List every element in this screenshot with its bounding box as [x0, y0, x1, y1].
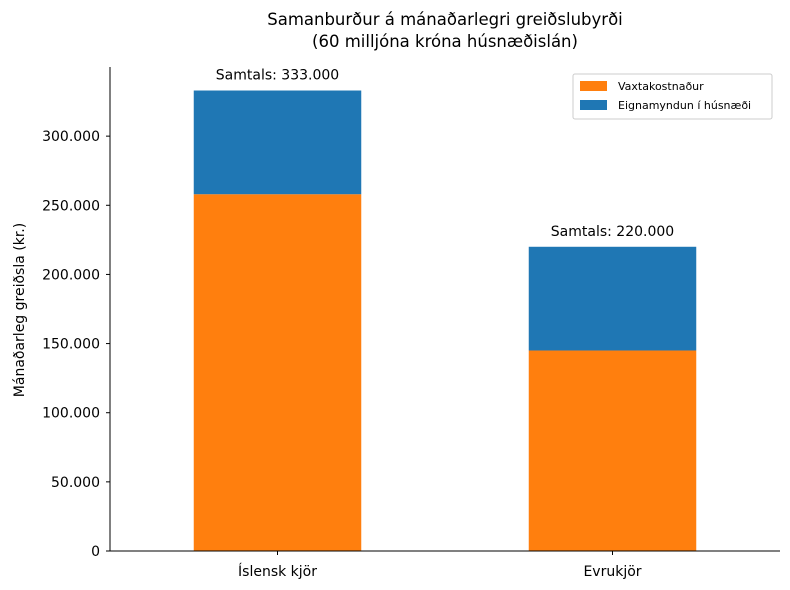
chart-title-line-2: (60 milljóna króna húsnæðislán)	[312, 32, 578, 51]
x-axis: Íslensk kjör Evrukjör	[110, 550, 780, 580]
x-tick-label: Íslensk kjör	[238, 563, 317, 580]
legend: Vaxtakostnaður Eignamyndun í húsnæði	[572, 73, 773, 120]
total-label-0: Samtals: 333.000	[216, 68, 339, 84]
legend-swatch-1	[580, 100, 607, 110]
y-tick-label: 200.000	[42, 267, 100, 283]
bar-segment-vaxtakostnadur-1	[528, 350, 697, 551]
y-tick-label: 150.000	[42, 337, 100, 353]
x-tick-label: Evrukjör	[583, 564, 641, 580]
legend-label-1: Eignamyndun í húsnæði	[618, 99, 751, 112]
legend-label-0: Vaxtakostnaður	[618, 80, 704, 93]
y-tick-label: 250.000	[42, 198, 100, 214]
total-label-1: Samtals: 220.000	[551, 224, 674, 240]
bar-segment-eignamyndun-0	[193, 90, 362, 195]
total-labels-group: Samtals: 333.000 Samtals: 220.000	[216, 68, 674, 240]
y-axis: 0 50.000 100.000 150.000 200.000 250.000 300.0…	[42, 67, 111, 560]
y-tick-label: 300.000	[42, 129, 100, 145]
bars-group	[193, 90, 697, 552]
bar-segment-vaxtakostnadur-0	[193, 194, 362, 552]
chart-title: Samanburður á mánaðarlegri greiðslubyrði…	[267, 10, 623, 51]
y-tick-label: 0	[91, 544, 100, 560]
legend-swatch-0	[580, 81, 607, 91]
y-tick-label: 50.000	[51, 475, 100, 491]
chart-title-line-1: Samanburður á mánaðarlegri greiðslubyrði	[267, 10, 623, 29]
y-tick-label: 100.000	[42, 406, 100, 422]
legend-frame	[572, 73, 773, 120]
y-axis-label: Mánaðarleg greiðsla (kr.)	[12, 223, 28, 397]
bar-segment-eignamyndun-1	[528, 246, 697, 351]
